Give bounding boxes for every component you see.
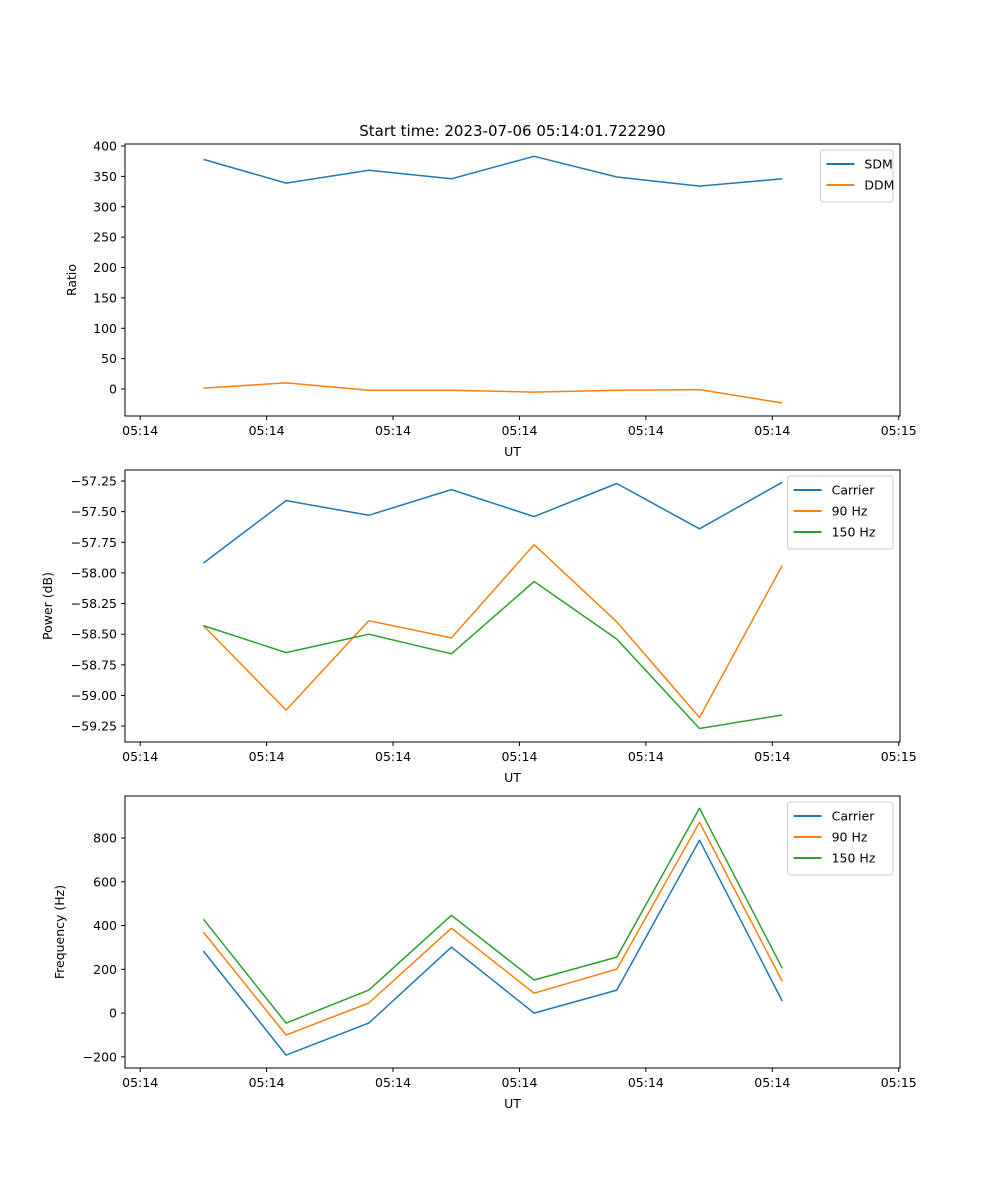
y-tick-label: 0	[109, 382, 117, 397]
x-tick-label: 05:14	[375, 423, 411, 438]
series-line-sdm	[203, 155, 783, 187]
y-tick-label: −58.25	[71, 596, 117, 611]
y-axis-label: Power (dB)	[40, 572, 55, 640]
legend-label: Carrier	[832, 809, 876, 824]
x-tick-label: 05:14	[754, 423, 790, 438]
chart-title: Start time: 2023-07-06 05:14:01.722290	[359, 122, 665, 140]
x-tick-label: 05:14	[249, 1075, 285, 1090]
axes-frame	[124, 795, 901, 1069]
series-line-90-hz	[202, 543, 783, 719]
x-tick-label: 05:15	[881, 423, 917, 438]
x-tick-label: 05:14	[754, 1075, 790, 1090]
y-tick-label: −57.50	[71, 504, 117, 519]
legend-label: Carrier	[832, 483, 876, 498]
y-tick-label: 300	[93, 199, 117, 214]
y-axis-label: Frequency (Hz)	[52, 885, 67, 979]
y-tick-label: 350	[93, 169, 117, 184]
y-tick-label: 150	[93, 290, 117, 305]
legend-label: SDM	[864, 157, 892, 172]
legend: SDM DDM	[819, 149, 894, 203]
legend-box	[787, 475, 894, 550]
subplot-3: 05:14 05:14 05:14 05:14 05:14 05:14 05:15 −200 0…	[52, 795, 917, 1111]
y-tick-label: 250	[93, 230, 117, 245]
y-tick-label: −59.25	[71, 719, 117, 734]
x-tick-label: 05:14	[375, 1075, 411, 1090]
series-line-carrier	[202, 839, 783, 1056]
x-tick-label: 05:14	[501, 1075, 537, 1090]
x-tick-label: 05:14	[501, 423, 537, 438]
x-tick-label: 05:14	[122, 423, 158, 438]
x-tick-label: 05:14	[249, 749, 285, 764]
series-line-90-hz	[202, 821, 783, 1036]
legend-label: DDM	[864, 178, 894, 193]
series-line-ddm	[203, 382, 783, 404]
series-line-150-hz	[203, 580, 783, 730]
legend-box	[787, 801, 894, 876]
y-tick-label: −59.00	[71, 688, 117, 703]
subplot-1: 05:14 05:14 05:14 05:14 05:14 05:14 05:15 0 50 10…	[64, 122, 917, 459]
y-tick-label: −58.00	[71, 565, 117, 580]
y-tick-label: −58.50	[71, 627, 117, 642]
legend-label: 150 Hz	[832, 851, 876, 866]
y-tick-label: 800	[93, 831, 117, 846]
y-tick-label: 100	[93, 321, 117, 336]
y-tick-label: 200	[93, 260, 117, 275]
x-axis-label: UT	[504, 444, 521, 459]
legend: Carrier 90 Hz 150 Hz	[787, 475, 894, 550]
axes-frame	[124, 469, 901, 743]
subplot-2: 05:14 05:14 05:14 05:14 05:14 05:14 05:15 −59.2…	[40, 469, 917, 785]
legend: Carrier 90 Hz 150 Hz	[787, 801, 894, 876]
y-tick-label: 400	[93, 918, 117, 933]
x-tick-label: 05:15	[881, 1075, 917, 1090]
x-tick-label: 05:14	[628, 749, 664, 764]
x-tick-label: 05:14	[375, 749, 411, 764]
x-tick-label: 05:14	[249, 423, 285, 438]
x-tick-label: 05:14	[754, 749, 790, 764]
y-tick-label: 400	[93, 139, 117, 154]
legend-label: 150 Hz	[832, 525, 876, 540]
x-axis-label: UT	[504, 770, 521, 785]
y-tick-label: −58.75	[71, 657, 117, 672]
legend-label: 90 Hz	[832, 830, 868, 845]
x-tick-label: 05:15	[881, 749, 917, 764]
y-tick-label: 200	[93, 962, 117, 977]
series-line-carrier	[202, 481, 783, 564]
series-line-150-hz	[202, 807, 783, 1024]
x-tick-label: 05:14	[122, 1075, 158, 1090]
y-tick-label: −57.25	[71, 474, 117, 489]
y-tick-label: 0	[109, 1006, 117, 1021]
legend-label: 90 Hz	[832, 504, 868, 519]
x-tick-label: 05:14	[628, 423, 664, 438]
axes-frame	[124, 143, 901, 417]
y-tick-label: 50	[101, 351, 117, 366]
x-tick-label: 05:14	[628, 1075, 664, 1090]
y-axis-label: Ratio	[64, 264, 79, 296]
y-tick-label: −57.75	[71, 535, 117, 550]
y-tick-label: 600	[93, 874, 117, 889]
x-tick-label: 05:14	[501, 749, 537, 764]
x-axis-label: UT	[504, 1096, 521, 1111]
x-tick-label: 05:14	[122, 749, 158, 764]
y-tick-label: −200	[83, 1049, 117, 1064]
